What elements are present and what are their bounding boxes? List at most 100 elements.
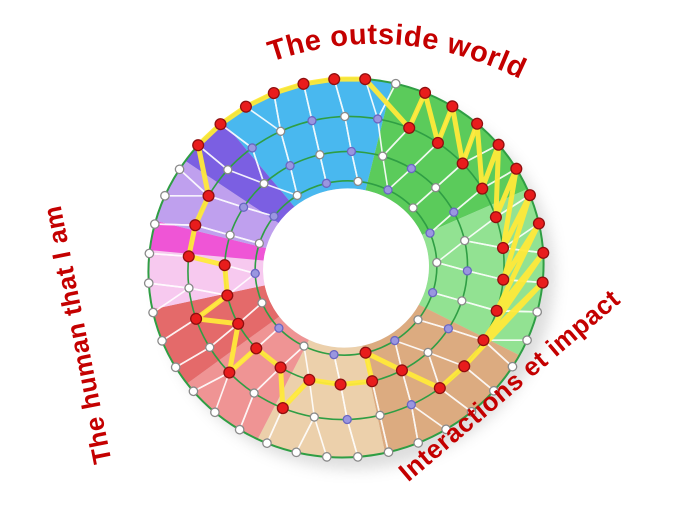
node-r2-19[interactable]: [218, 259, 231, 272]
node-r0-21[interactable]: [352, 452, 363, 462]
node-r2-16[interactable]: [250, 342, 263, 355]
node-r2-11[interactable]: [395, 364, 409, 377]
node-r1-19[interactable]: [249, 388, 259, 398]
node-r1-5[interactable]: [456, 157, 469, 170]
node-r1-14[interactable]: [406, 400, 417, 410]
node-r3-17[interactable]: [292, 190, 302, 201]
node-r1-21[interactable]: [205, 342, 215, 353]
node-r3-8[interactable]: [390, 335, 400, 346]
node-r1-24[interactable]: [182, 250, 195, 263]
sector-lavender[interactable]: [144, 144, 283, 271]
node-r0-19[interactable]: [413, 438, 424, 448]
node-r0-26[interactable]: [210, 407, 220, 418]
node-r2-14[interactable]: [303, 373, 316, 386]
node-r0-12[interactable]: [536, 276, 549, 289]
node-r3-14[interactable]: [250, 268, 260, 279]
node-r3-10[interactable]: [329, 349, 339, 360]
node-r2-13[interactable]: [334, 378, 347, 391]
node-r3-1[interactable]: [353, 176, 363, 187]
node-r0-0[interactable]: [297, 77, 310, 90]
node-r1-22[interactable]: [190, 312, 203, 325]
node-r1-1[interactable]: [340, 111, 350, 122]
node-r0-1[interactable]: [328, 73, 341, 86]
node-r2-2[interactable]: [378, 151, 388, 161]
node-r0-8[interactable]: [510, 162, 523, 175]
node-r3-2[interactable]: [383, 185, 393, 195]
node-r1-15[interactable]: [375, 410, 385, 421]
node-r0-18[interactable]: [441, 424, 451, 435]
node-r0-9[interactable]: [523, 189, 536, 202]
node-r2-9[interactable]: [443, 324, 454, 334]
node-r0-35[interactable]: [174, 164, 185, 175]
node-r0-36[interactable]: [192, 139, 205, 152]
node-r2-0[interactable]: [315, 150, 325, 160]
sector-red-dark[interactable]: [152, 282, 289, 388]
node-r3-5[interactable]: [432, 257, 442, 268]
node-r0-5[interactable]: [446, 100, 459, 113]
node-r1-10[interactable]: [490, 304, 503, 317]
node-r3-12[interactable]: [274, 323, 284, 333]
node-r2-1[interactable]: [346, 146, 357, 157]
node-r0-33[interactable]: [149, 219, 160, 229]
node-r2-18[interactable]: [221, 289, 234, 302]
node-r1-12[interactable]: [458, 360, 471, 373]
node-r0-14[interactable]: [522, 335, 532, 346]
node-r3-16[interactable]: [269, 211, 279, 221]
node-r3-7[interactable]: [413, 315, 423, 325]
sector-cyan[interactable]: [219, 64, 415, 218]
node-r0-7[interactable]: [492, 138, 505, 151]
node-r3-4[interactable]: [425, 228, 435, 238]
node-r2-10[interactable]: [423, 347, 433, 358]
node-r3-6[interactable]: [428, 287, 438, 298]
node-r0-24[interactable]: [262, 438, 272, 449]
sector-tan-light[interactable]: [238, 328, 387, 480]
node-r3-0[interactable]: [321, 178, 332, 189]
node-r0-6[interactable]: [471, 117, 484, 130]
node-r1-20[interactable]: [223, 366, 236, 379]
node-r2-21[interactable]: [238, 202, 249, 212]
node-r0-13[interactable]: [532, 307, 543, 317]
node-r1-28[interactable]: [247, 143, 257, 153]
node-r1-23[interactable]: [184, 283, 194, 293]
node-r1-7[interactable]: [489, 211, 502, 224]
sector-magenta[interactable]: [144, 198, 269, 285]
node-r0-4[interactable]: [418, 86, 432, 99]
node-r1-13[interactable]: [433, 382, 446, 395]
node-r1-26[interactable]: [202, 189, 215, 202]
node-r0-38[interactable]: [239, 100, 252, 113]
node-r1-25[interactable]: [189, 219, 202, 232]
node-r0-2[interactable]: [359, 73, 372, 86]
node-r0-32[interactable]: [144, 248, 155, 259]
node-r0-10[interactable]: [532, 217, 545, 230]
node-r1-16[interactable]: [342, 414, 352, 425]
node-r3-13[interactable]: [257, 298, 267, 308]
node-r0-11[interactable]: [537, 246, 550, 259]
node-r1-6[interactable]: [476, 182, 489, 195]
node-r0-31[interactable]: [143, 278, 154, 289]
node-r1-11[interactable]: [477, 334, 490, 347]
node-r1-0[interactable]: [307, 116, 317, 126]
node-r1-8[interactable]: [496, 241, 510, 255]
node-r1-17[interactable]: [309, 412, 320, 422]
node-r2-4[interactable]: [431, 183, 441, 193]
node-r0-15[interactable]: [507, 361, 518, 372]
node-r0-25[interactable]: [234, 424, 245, 435]
node-r1-29[interactable]: [276, 126, 286, 136]
node-r2-17[interactable]: [232, 317, 245, 330]
node-r0-29[interactable]: [157, 335, 167, 346]
node-r0-37[interactable]: [214, 118, 227, 131]
node-r3-11[interactable]: [299, 341, 309, 351]
node-r0-17[interactable]: [466, 407, 477, 417]
node-r3-15[interactable]: [254, 238, 265, 249]
node-r2-22[interactable]: [259, 178, 269, 189]
node-r0-22[interactable]: [321, 452, 332, 462]
node-r1-27[interactable]: [223, 165, 233, 175]
node-r1-2[interactable]: [373, 114, 383, 124]
node-r2-23[interactable]: [285, 161, 295, 171]
node-r0-39[interactable]: [267, 87, 280, 100]
node-r1-4[interactable]: [431, 136, 444, 149]
node-r2-3[interactable]: [406, 163, 417, 174]
node-r0-30[interactable]: [148, 307, 158, 318]
node-r2-12[interactable]: [366, 375, 379, 388]
node-r0-16[interactable]: [488, 385, 499, 396]
